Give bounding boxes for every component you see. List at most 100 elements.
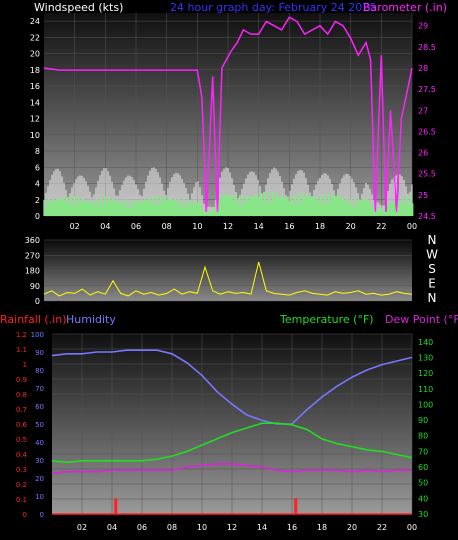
time-tick-label: 04 xyxy=(107,523,117,532)
wind-direction-line xyxy=(43,261,413,297)
rainfall-tick-label: 0.3 xyxy=(16,466,27,474)
barometer-line xyxy=(43,16,413,212)
direction-tick-label: 270 xyxy=(25,251,40,260)
wind-time-tick-labels: 02 04 06 08 10 12 14 16 18 20 22 00 xyxy=(70,222,418,231)
time-tick-label: 06 xyxy=(137,523,147,532)
rainfall-tick-label: 0.5 xyxy=(16,436,27,444)
barometer-tick-label: 25.5 xyxy=(418,170,436,179)
temperature-tick-label: 90 xyxy=(418,416,428,425)
humidity-tick-label: 60 xyxy=(35,403,44,411)
direction-tick-label: 90 xyxy=(30,282,40,291)
humidity-tick-labels: 0 10 20 30 40 50 60 70 80 90 100 xyxy=(31,331,44,519)
humidity-tick-label: 10 xyxy=(35,493,44,501)
time-tick-label: 12 xyxy=(227,523,237,532)
time-tick-label: 20 xyxy=(347,523,357,532)
humidity-tick-label: 90 xyxy=(35,349,44,357)
rainfall-tick-label: 0.2 xyxy=(16,481,27,489)
compass-label: S xyxy=(428,262,436,276)
time-tick-label: 04 xyxy=(100,222,110,231)
humidity-axis-title: Humidity xyxy=(66,313,116,326)
windspeed-axis-title: Windspeed (kts) xyxy=(34,1,123,14)
dewpoint-axis-title: Dew Point (°F) xyxy=(385,313,458,326)
windspeed-tick-label: 12 xyxy=(30,115,40,124)
windspeed-tick-label: 8 xyxy=(35,147,40,156)
direction-tick-label: 0 xyxy=(35,297,40,306)
rainfall-tick-label: 1.2 xyxy=(16,331,27,339)
compass-label: N xyxy=(428,291,437,305)
temperature-tick-label: 40 xyxy=(418,494,428,503)
rainfall-tick-label: 0.6 xyxy=(16,421,28,429)
time-tick-label: 16 xyxy=(287,523,297,532)
time-tick-label: 10 xyxy=(192,222,202,231)
humidity-line xyxy=(51,349,413,425)
rainfall-tick-label: 1.1 xyxy=(16,346,27,354)
temperature-tick-label: 140 xyxy=(418,338,433,347)
temperature-tick-labels: 30 40 50 60 70 80 90 100 110 120 130 140 xyxy=(418,338,433,519)
time-tick-label: 02 xyxy=(77,523,87,532)
time-tick-label: 12 xyxy=(223,222,233,231)
windspeed-tick-label: 10 xyxy=(30,131,40,140)
humidity-tick-label: 30 xyxy=(35,457,44,465)
barometer-tick-label: 27 xyxy=(418,106,428,115)
windspeed-tick-label: 16 xyxy=(30,82,40,91)
compass-label: E xyxy=(428,277,436,291)
windspeed-tick-label: 20 xyxy=(30,50,40,59)
windspeed-tick-label: 24 xyxy=(30,17,40,26)
time-tick-label: 06 xyxy=(131,222,141,231)
wind-panel-grid xyxy=(44,13,413,217)
barometer-tick-label: 25 xyxy=(418,191,428,200)
dewpoint-line xyxy=(51,463,412,475)
climate-series xyxy=(51,349,413,515)
time-tick-label: 02 xyxy=(70,222,80,231)
temperature-tick-label: 130 xyxy=(418,353,433,362)
graph-title: 24 hour graph day: February 24 2025 xyxy=(170,1,376,14)
barometer-series xyxy=(43,16,413,212)
rainfall-tick-label: 0.9 xyxy=(16,376,27,384)
temperature-tick-label: 120 xyxy=(418,369,433,378)
windspeed-tick-label: 18 xyxy=(30,66,40,75)
rainfall-axis-title: Rainfall (.in) xyxy=(0,313,67,326)
barometer-tick-label: 27.5 xyxy=(418,85,436,94)
rainfall-tick-label: 0 xyxy=(23,511,27,519)
temperature-line xyxy=(51,422,413,464)
barometer-tick-label: 28 xyxy=(418,64,428,73)
compass-label: N xyxy=(428,233,437,247)
humidity-tick-label: 50 xyxy=(35,421,44,429)
climate-time-tick-labels: 02 04 06 08 10 12 14 16 18 20 22 00 xyxy=(77,523,417,532)
time-tick-label: 18 xyxy=(317,523,327,532)
windspeed-tick-label: 4 xyxy=(35,180,40,189)
wind-gust-series xyxy=(43,167,413,216)
windspeed-tick-label: 6 xyxy=(35,163,40,172)
time-tick-label: 14 xyxy=(254,222,264,231)
barometer-tick-label: 24.5 xyxy=(418,212,436,221)
direction-tick-labels: 0 90 180 270 360 xyxy=(25,236,40,306)
windspeed-tick-label: 0 xyxy=(35,212,40,221)
temperature-tick-label: 50 xyxy=(418,479,428,488)
time-tick-label: 22 xyxy=(377,523,387,532)
humidity-tick-label: 80 xyxy=(35,367,44,375)
humidity-tick-label: 100 xyxy=(31,331,44,339)
compass-label: W xyxy=(426,248,438,262)
temperature-tick-label: 80 xyxy=(418,432,428,441)
rainfall-tick-label: 0.1 xyxy=(16,496,27,504)
barometer-tick-label: 26.5 xyxy=(418,127,436,136)
humidity-tick-label: 70 xyxy=(35,385,44,393)
time-tick-label: 08 xyxy=(162,222,172,231)
windspeed-tick-label: 14 xyxy=(30,98,40,107)
rainfall-tick-label: 0.7 xyxy=(16,406,27,414)
barometer-axis-title: Barometer (.in) xyxy=(363,1,447,14)
barometer-tick-label: 29 xyxy=(418,22,428,31)
time-tick-label: 22 xyxy=(376,222,386,231)
rainfall-tick-label: 0.8 xyxy=(16,391,27,399)
wind-direction-series xyxy=(43,261,413,297)
time-tick-label: 16 xyxy=(284,222,294,231)
temperature-axis-title: Temperature (°F) xyxy=(279,313,374,326)
time-tick-label: 18 xyxy=(315,222,325,231)
humidity-tick-label: 0 xyxy=(40,511,44,519)
rainfall-tick-label: 0.4 xyxy=(16,451,28,459)
rainfall-line xyxy=(52,498,412,515)
time-tick-label: 20 xyxy=(346,222,356,231)
